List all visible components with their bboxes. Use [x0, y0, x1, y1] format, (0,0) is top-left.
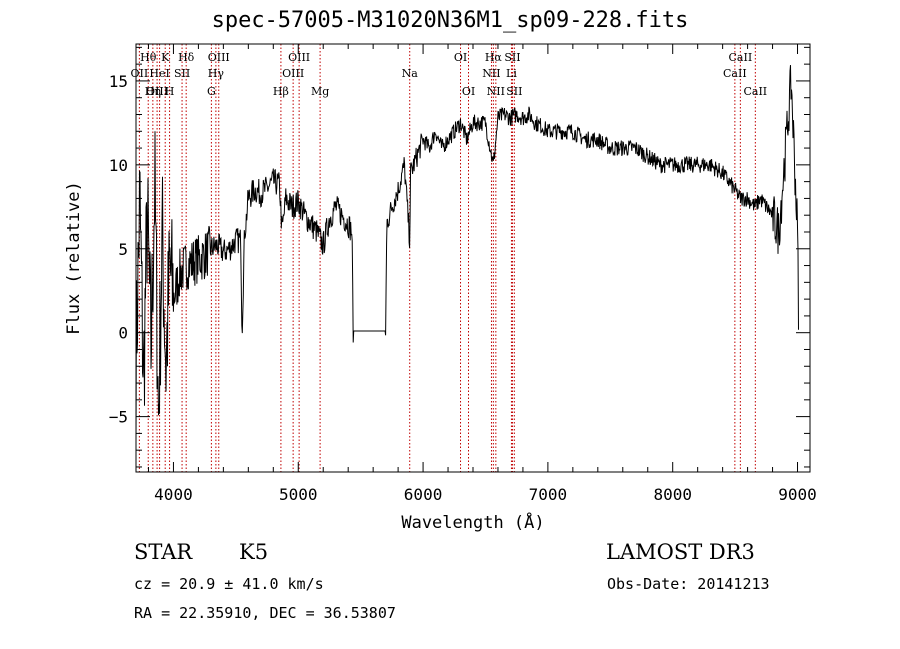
- flux-series: [135, 65, 799, 442]
- object-subclass: K5: [239, 540, 269, 564]
- spectral-line-label-11: G: [207, 85, 216, 98]
- spectral-line-label-26: CaII: [723, 67, 747, 80]
- y-tick-label-15: 15: [109, 72, 128, 91]
- spectral-line-markers: [138, 44, 756, 472]
- spectral-line-label-17: OI: [454, 51, 467, 64]
- x-tick-label-5000: 5000: [279, 485, 318, 504]
- axis-ticks: 4000 5000 6000 7000 8000 9000 −5 0 5 10 15: [109, 44, 817, 504]
- x-tick-label-8000: 8000: [653, 485, 692, 504]
- flux-line: [135, 65, 799, 442]
- spectral-line-label-7: H: [165, 85, 175, 98]
- chart-title: spec-57005-M31020N36M1_sp09-228.fits: [211, 8, 689, 33]
- spectral-line-label-0: Hθ: [140, 51, 157, 64]
- spectral-line-label-1: OII: [131, 67, 149, 80]
- spectral-line-label-20: NII: [482, 67, 500, 80]
- x-tick-label-4000: 4000: [154, 485, 193, 504]
- spectral-line-label-19: Hα: [485, 51, 503, 64]
- y-tick-label-0: 0: [118, 324, 128, 343]
- spectral-line-label-14: OIII: [282, 67, 304, 80]
- spectral-line-label-10: Hγ: [208, 67, 225, 80]
- spectral-line-label-9: OIII: [208, 51, 230, 64]
- y-tick-label-5: 5: [118, 240, 128, 259]
- y-tick-label--5: −5: [109, 408, 128, 427]
- spectral-line-label-3: Hη: [145, 85, 161, 98]
- spectral-line-label-25: CaII: [729, 51, 753, 64]
- redshift-cz: cz = 20.9 ± 41.0 km/s: [134, 575, 324, 593]
- spectral-line-label-27: CaII: [743, 85, 767, 98]
- spectral-line-label-2: OIII: [146, 85, 168, 98]
- spectral-line-label-21: NII: [487, 85, 505, 98]
- x-tick-label-6000: 6000: [404, 485, 443, 504]
- spectral-line-label-24: SII: [506, 85, 522, 98]
- spectral-line-label-8: Hδ: [178, 51, 195, 64]
- spectral-line-label-4: K: [161, 51, 170, 64]
- spectral-line-label-15: Mg: [311, 85, 329, 98]
- spectral-line-label-23: Li: [506, 67, 517, 80]
- coordinates: RA = 22.35910, DEC = 36.53807: [134, 604, 396, 622]
- y-axis-label: Flux (relative): [64, 181, 84, 335]
- spectral-line-label-6: SII: [174, 67, 190, 80]
- x-axis-label: Wavelength (Å): [401, 511, 544, 533]
- survey-name: LAMOST DR3: [606, 540, 755, 564]
- observation-date: Obs-Date: 20141213: [607, 575, 770, 593]
- x-tick-label-7000: 7000: [529, 485, 568, 504]
- y-tick-label-10: 10: [109, 156, 128, 175]
- spectral-line-label-18: OI: [462, 85, 475, 98]
- spectral-line-label-16: Na: [402, 67, 419, 80]
- spectral-line-label-12: Hβ: [273, 85, 289, 98]
- x-tick-label-9000: 9000: [778, 485, 817, 504]
- object-type: STAR: [134, 540, 193, 564]
- spectral-line-label-13: OIII: [288, 51, 310, 64]
- spectral-line-label-22: SII: [504, 51, 520, 64]
- plot-frame: [135, 43, 811, 473]
- spectral-line-label-5: HeI: [149, 67, 169, 80]
